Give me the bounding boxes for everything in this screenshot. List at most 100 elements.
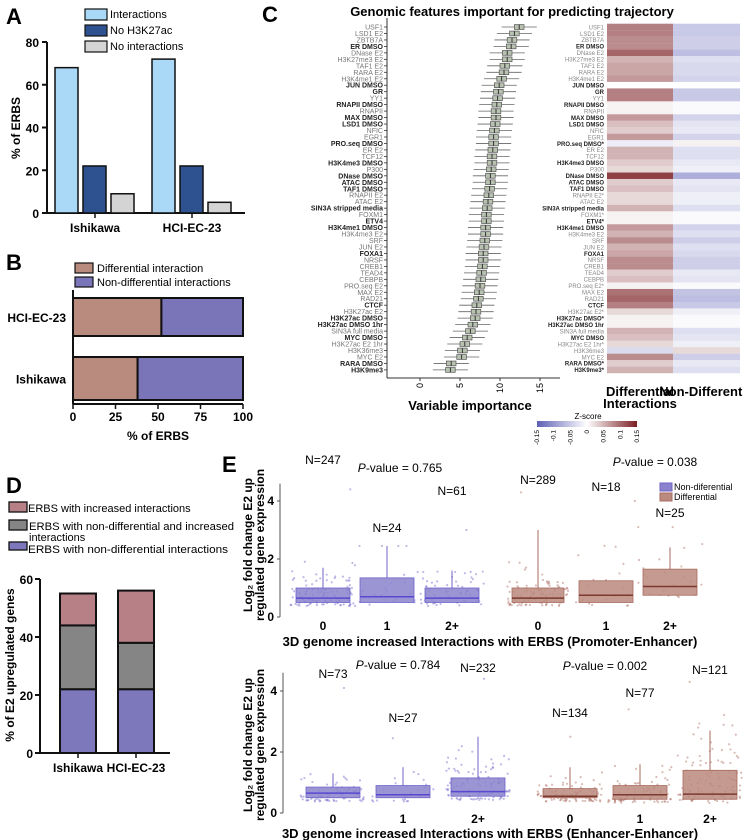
c-heatmap-row-label: ER DMSO — [576, 45, 604, 51]
e-box — [642, 568, 698, 596]
c-heatmap-cell-nondifferential — [673, 159, 740, 167]
e-data-point — [419, 592, 422, 595]
e-data-point — [470, 576, 473, 579]
c-heatmap-row-label: SIN3A full media — [560, 329, 605, 335]
e-data-point — [417, 773, 420, 776]
e-data-point — [459, 797, 462, 800]
e-data-point — [393, 777, 396, 780]
c-feature-label: RNAPII — [360, 109, 383, 116]
e-data-point — [565, 586, 568, 590]
e-data-point — [349, 603, 352, 606]
e-data-point — [351, 561, 354, 565]
e-data-point — [570, 785, 574, 788]
c-heatmap-cell-nondifferential — [673, 140, 740, 147]
e-data-point — [700, 583, 703, 586]
e-data-point — [574, 797, 577, 801]
e-data-point — [613, 764, 616, 768]
c-heatmap-cell-nondifferential — [673, 36, 740, 44]
e-data-point — [613, 801, 616, 804]
e-legend-label: Non-diferential — [674, 482, 733, 492]
c-heatmap-cell-differential — [607, 237, 673, 244]
c-heatmap-row-label: ATAC E2 — [580, 200, 605, 206]
e-data-point — [425, 585, 428, 588]
e-data-point — [635, 767, 638, 770]
e-data-point — [598, 799, 602, 802]
e-data-point — [300, 795, 303, 798]
c-feature-label: H3K27ac E2 — [344, 309, 383, 316]
d-bar-segment — [59, 592, 97, 627]
e-data-point — [358, 799, 362, 802]
e-y-tick-label: 2 — [270, 745, 277, 759]
e-data-point — [448, 781, 452, 784]
c-feature-label: PRO.seq E2 — [344, 283, 383, 290]
e-data-point — [686, 756, 689, 759]
c-heatmap-cell-differential — [607, 217, 673, 225]
e-data-point — [565, 798, 568, 801]
c-heatmap-row-label: ER E2 — [587, 148, 605, 154]
e-box — [424, 587, 480, 603]
e-data-point — [608, 799, 611, 802]
e-data-point — [698, 754, 701, 758]
e-data-point — [708, 801, 711, 805]
e-data-point — [325, 798, 328, 802]
c-heatmap-cell-differential — [607, 36, 673, 44]
e-data-point — [403, 573, 406, 576]
c-heatmap-row-label: USF1 — [589, 25, 605, 31]
e-data-point — [498, 798, 501, 801]
e-data-point — [305, 604, 308, 607]
e-data-point — [690, 799, 693, 802]
e-data-point — [484, 770, 487, 773]
e-data-point — [690, 799, 693, 802]
e-data-point — [347, 579, 350, 582]
e-data-point — [508, 580, 511, 583]
e-data-point — [473, 768, 476, 771]
e-data-point — [292, 590, 296, 593]
c-heatmap-cell-nondifferential — [673, 172, 740, 180]
e-data-point — [310, 797, 313, 800]
e-data-point — [479, 603, 483, 606]
e-data-point — [664, 777, 667, 780]
d-bar-segment — [117, 641, 155, 691]
e-data-point — [525, 584, 528, 587]
e-data-point — [326, 799, 329, 802]
e-data-point — [655, 775, 658, 779]
c-heatmap-cell-nondifferential — [673, 166, 740, 173]
a-bar — [110, 193, 135, 214]
e-data-point — [463, 572, 467, 575]
e-data-point — [516, 585, 519, 588]
c-heatmap-cell-nondifferential — [673, 198, 740, 205]
c-heatmap-cell-differential — [607, 146, 673, 154]
e-data-point — [349, 603, 352, 606]
a-y-tick-label: 0 — [32, 207, 39, 221]
e-pvalue-prefix: P — [358, 461, 366, 475]
e-n-label: N=77 — [625, 686, 654, 700]
c-heatmap-cell-nondifferential — [673, 366, 740, 374]
c-heatmap-row-label: EGR1 — [588, 135, 605, 141]
e-data-point — [508, 603, 512, 606]
e-data-point — [313, 800, 316, 803]
e-data-point — [342, 775, 345, 778]
e-data-point — [456, 798, 459, 801]
e-data-point — [421, 577, 425, 580]
e-data-point — [677, 596, 680, 599]
c-heatmap-cell-differential — [607, 243, 673, 251]
e-data-point — [595, 799, 598, 802]
e-data-point — [515, 581, 519, 584]
e-data-point — [544, 603, 548, 606]
c-heatmap-row-label: H3K4me1 E2 — [568, 77, 604, 83]
c-heatmap-cell-nondifferential — [673, 62, 740, 70]
e-data-point — [509, 602, 512, 605]
c-heatmap-row-label: H3K4me3 DMSO — [557, 161, 604, 167]
e-n-label: N=61 — [437, 484, 466, 498]
e-data-point — [325, 783, 329, 786]
e-n-label: N=232 — [460, 661, 496, 675]
e-data-point — [311, 780, 314, 784]
c-heatmap-cell-differential — [607, 334, 673, 341]
c-heatmap-cell-nondifferential — [673, 211, 740, 218]
c-heatmap-row-label: RNAPII DMSO — [564, 103, 604, 109]
c-heatmap-cell-differential — [607, 30, 673, 37]
e-data-point — [545, 784, 548, 787]
c-heatmap-cell-differential — [607, 360, 673, 367]
a-y-axis-label: % of ERBS — [9, 97, 23, 159]
d-bar-segment — [59, 624, 97, 691]
